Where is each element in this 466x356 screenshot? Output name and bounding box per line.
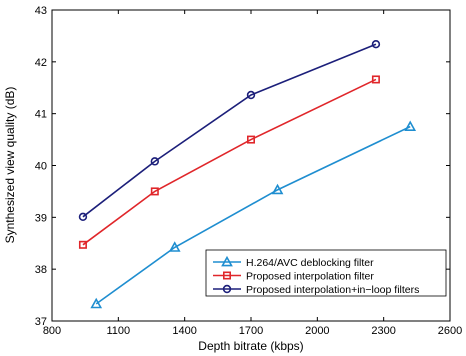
- y-tick-label: 38: [35, 264, 47, 276]
- y-axis-label: Synthesized view quality (dB): [3, 87, 17, 244]
- y-tick-label: 40: [35, 161, 47, 173]
- legend-marker: [221, 255, 233, 267]
- legend-label: H.264/AVC deblocking filter: [246, 257, 374, 269]
- x-tick-label: 2000: [305, 325, 329, 337]
- data-point: [271, 183, 284, 195]
- x-tick-label: 1100: [107, 325, 131, 337]
- legend-label: Proposed interpolation filter: [246, 271, 374, 283]
- data-point: [371, 75, 380, 84]
- data-point: [78, 212, 88, 222]
- x-tick-label: 2300: [371, 325, 395, 337]
- legend-marker: [223, 271, 232, 280]
- data-point: [150, 157, 160, 166]
- data-point: [78, 240, 87, 249]
- data-point: [90, 297, 103, 309]
- data-point: [247, 135, 256, 144]
- x-tick-label: 2600: [438, 325, 462, 337]
- series-line: [95, 125, 411, 305]
- y-tick-label: 37: [35, 316, 47, 328]
- legend: H.264/AVC deblocking filter Proposed inte…: [205, 249, 447, 297]
- axis-ticks: 800 1100 1400 1700 2000 2300 2600 37 38 39 40 41 42 4…: [35, 5, 462, 337]
- legend-marker: [222, 284, 232, 294]
- legend-entry: H.264/AVC deblocking filter: [213, 255, 374, 269]
- data-point: [371, 40, 381, 49]
- y-tick-label: 41: [35, 109, 47, 121]
- legend-entry: Proposed interpolation+in−loop filters: [213, 284, 419, 296]
- data-point: [150, 187, 159, 196]
- y-tick-label: 42: [35, 57, 47, 69]
- data-point: [246, 90, 256, 100]
- series-2: [78, 75, 380, 249]
- series-line: [82, 43, 377, 218]
- series-1: [90, 120, 417, 309]
- data-point: [168, 241, 181, 252]
- legend-entry: Proposed interpolation filter: [213, 271, 374, 283]
- data-point: [404, 120, 417, 132]
- legend-box: [205, 249, 447, 297]
- y-tick-label: 39: [35, 212, 47, 224]
- series-line: [82, 78, 377, 246]
- x-axis-label: Depth bitrate (kbps): [198, 339, 303, 353]
- y-tick-label: 43: [35, 5, 47, 17]
- series-layer: [78, 40, 417, 309]
- x-tick-label: 1400: [172, 325, 196, 337]
- legend-label: Proposed interpolation+in−loop filters: [246, 284, 419, 296]
- series-3: [78, 40, 381, 222]
- x-tick-label: 1700: [239, 325, 263, 337]
- x-tick-label: 800: [43, 325, 61, 337]
